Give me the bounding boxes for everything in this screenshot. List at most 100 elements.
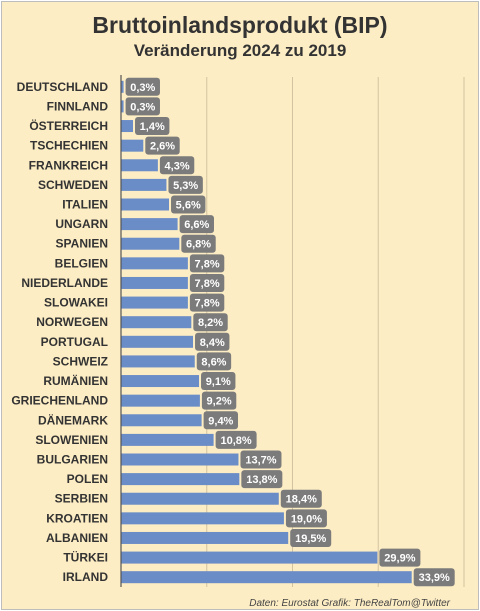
category-label: SERBIEN [55,492,108,506]
category-label: SLOWENIEN [35,433,108,447]
data-label: 1,4% [140,121,165,133]
data-label-box [280,489,322,508]
bar [121,394,200,407]
data-label: 8,4% [200,337,225,349]
bar [121,335,194,348]
bar [121,551,378,564]
data-label-box [125,97,160,116]
category-label: NIEDERLANDE [21,276,108,290]
data-label-box [168,175,203,194]
bar [121,296,188,309]
data-label-box [195,332,230,351]
category-label: PORTUGAL [41,335,108,349]
category-label: FRANKREICH [29,158,108,172]
bar [121,178,167,191]
bar [121,512,284,525]
category-label: GRIECHENLAND [11,394,108,408]
data-label: 0,3% [130,101,155,113]
data-label: 7,8% [195,298,220,310]
data-label: 19,5% [295,533,326,545]
data-label-box [159,156,195,175]
data-label: 10,8% [221,435,252,447]
data-label-box [201,372,236,391]
data-label: 9,2% [207,396,232,408]
data-label: 18,4% [286,494,317,506]
data-label: 13,8% [246,474,277,486]
bar [121,139,144,152]
bar [121,531,289,544]
category-label: FINNLAND [47,99,109,113]
data-label-box [193,313,228,332]
data-label: 0,3% [130,82,155,94]
data-label-box [189,273,225,292]
category-label: KROATIEN [46,511,108,525]
bar [121,276,188,289]
bar [121,80,124,93]
data-label-box [240,450,282,469]
category-label: SCHWEDEN [38,178,108,192]
bar [121,492,279,505]
data-label: 8,2% [198,317,223,329]
data-label: 29,9% [384,553,415,565]
data-label: 4,3% [165,160,190,172]
category-label: SCHWEIZ [53,354,108,368]
data-label-box [171,195,206,214]
data-label: 7,8% [195,278,220,290]
category-label: RUMÄNIEN [43,373,108,388]
data-label-box [189,293,225,312]
category-label: ÖSTERREICH [29,118,108,133]
data-label-box [179,215,214,234]
chart-title: Bruttoinlandsprodukt (BIP) [92,12,388,38]
data-label: 8,6% [201,356,226,368]
data-label: 2,6% [150,141,175,153]
category-label: BULGARIEN [37,453,108,467]
bar [121,218,178,231]
category-label: UNGARN [55,217,108,231]
data-label-box [379,548,421,567]
data-label: 6,6% [184,219,209,231]
data-label: 33,9% [419,572,450,584]
category-label: NORWEGEN [36,315,108,329]
data-label: 6,8% [186,239,211,251]
bar [121,433,214,446]
bar [121,159,158,172]
category-label: ALBANIEN [46,531,108,545]
data-label: 5,3% [173,180,198,192]
data-label-box [201,391,237,410]
bar [121,473,240,486]
data-label: 19,0% [291,513,322,525]
data-label-box [196,352,232,371]
bar [121,316,192,329]
bar [121,198,170,211]
category-label: IRLAND [63,570,109,584]
data-label-box [135,117,170,136]
data-label-box [145,136,180,155]
category-label: BELGIEN [55,256,108,270]
bar [121,414,202,427]
bar [121,453,239,466]
data-label-box [189,254,225,273]
category-label: TSCHECHIEN [30,139,108,153]
data-label: 9,1% [206,376,231,388]
category-label: DEUTSCHLAND [17,80,109,94]
bar [121,257,188,270]
data-label: 9,4% [208,415,233,427]
chart-subtitle: Veränderung 2024 zu 2019 [133,41,347,60]
category-label: TÜRKEI [63,550,108,565]
category-label: DÄNEMARK [38,412,108,427]
category-label: SPANIEN [56,237,108,251]
data-label-box [181,234,216,253]
bar [121,375,200,388]
data-label-box [125,77,160,96]
bar [121,120,134,133]
bar [121,237,180,250]
data-label-box [215,430,257,449]
data-label: 13,7% [245,455,276,467]
category-label: POLEN [67,472,108,486]
data-label: 7,8% [195,258,220,270]
category-label: ITALIEN [62,198,108,212]
bar [121,355,195,368]
data-label-box [413,568,455,587]
